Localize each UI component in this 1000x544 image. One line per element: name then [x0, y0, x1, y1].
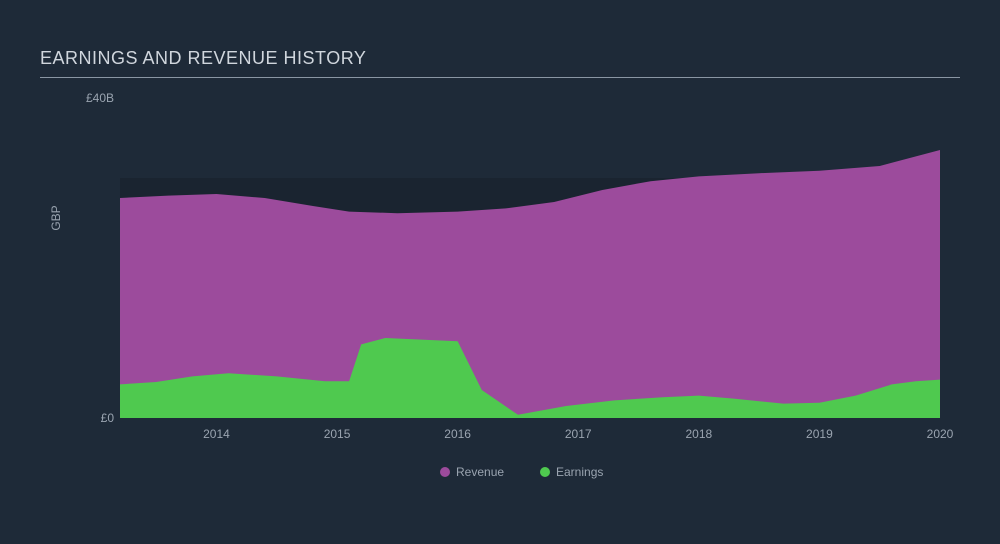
x-tick-label: 2017 [565, 427, 592, 441]
legend-marker [440, 467, 450, 477]
x-tick-label: 2016 [444, 427, 471, 441]
x-tick-label: 2015 [324, 427, 351, 441]
chart-title: EARNINGS AND REVENUE HISTORY [40, 48, 960, 78]
plot-area: £0 £40B GBP 2014 2015 2016 2017 2018 2019 2020 Rev… [40, 88, 960, 528]
earnings-revenue-chart: EARNINGS AND REVENUE HISTORY £0 £40B GBP 20… [40, 48, 960, 528]
x-tick-label: 2019 [806, 427, 833, 441]
legend-label: Earnings [556, 465, 603, 479]
y-tick-label: £40B [86, 91, 114, 105]
y-tick-label: £0 [101, 411, 115, 425]
x-tick-label: 2018 [685, 427, 712, 441]
x-tick-label: 2020 [927, 427, 954, 441]
x-tick-label: 2014 [203, 427, 230, 441]
legend-marker [540, 467, 550, 477]
legend-label: Revenue [456, 465, 504, 479]
y-axis-label: GBP [49, 205, 63, 230]
chart-svg: £0 £40B GBP 2014 2015 2016 2017 2018 2019 2020 Rev… [40, 88, 960, 528]
